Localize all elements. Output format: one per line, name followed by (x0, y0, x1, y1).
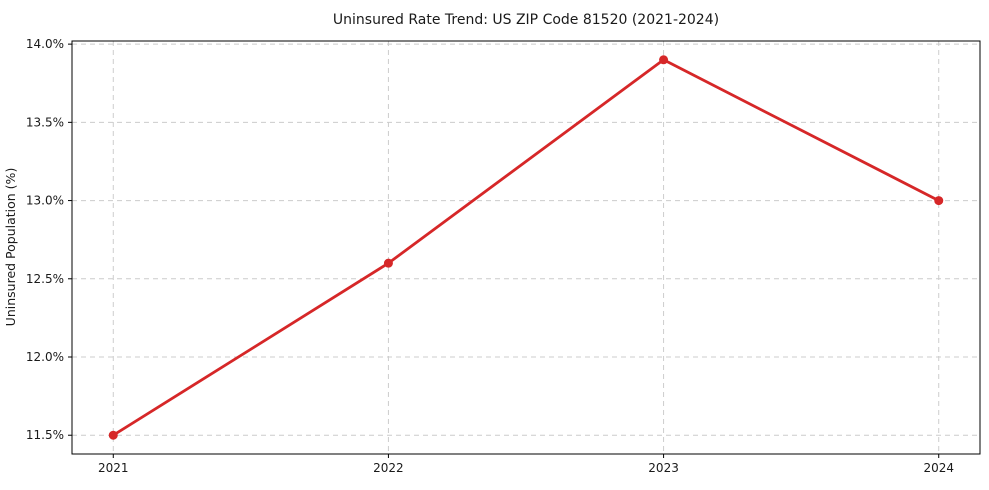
y-tick-label: 12.5% (26, 272, 64, 286)
x-tick-label: 2023 (648, 461, 679, 475)
y-tick-label: 11.5% (26, 428, 64, 442)
data-point-marker (108, 430, 118, 440)
data-point-marker (934, 196, 944, 206)
plot-border (71, 40, 981, 455)
y-tick-label: 13.5% (26, 115, 64, 129)
chart-title: Uninsured Rate Trend: US ZIP Code 81520 … (333, 12, 719, 28)
y-tick-label: 12.0% (26, 350, 64, 364)
data-point-marker (383, 258, 393, 268)
y-tick-label: 14.0% (26, 37, 64, 51)
trend-line (111, 58, 941, 437)
x-tick-label: 2021 (98, 461, 129, 475)
x-tick-label: 2024 (923, 461, 954, 475)
y-tick-label: 13.0% (26, 194, 64, 208)
x-tick-label: 2022 (373, 461, 404, 475)
y-axis-label: Uninsured Population (%) (3, 168, 18, 327)
data-point-marker (659, 55, 669, 65)
